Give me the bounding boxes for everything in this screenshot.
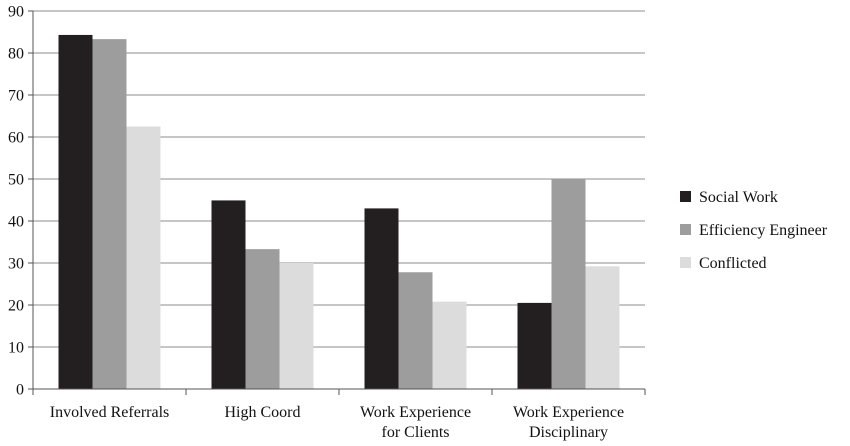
- x-category-label-line: Work Experience: [360, 404, 471, 421]
- x-category-label: Involved Referrals: [50, 404, 170, 421]
- x-category-label-line: for Clients: [382, 424, 450, 441]
- y-tick-label: 0: [16, 382, 24, 399]
- x-category-label-line: High Coord: [225, 404, 301, 421]
- y-tick-label: 50: [8, 172, 24, 189]
- axes: [32, 11, 646, 395]
- bar-efficiency-engineer: [551, 179, 586, 389]
- legend-label: Conflicted: [699, 255, 767, 272]
- y-tick-label: 20: [8, 298, 24, 315]
- legend-swatch: [680, 224, 691, 235]
- legend-label: Efficiency Engineer: [699, 222, 828, 239]
- y-tick-label: 40: [8, 214, 24, 231]
- x-category-label-line: Involved Referrals: [50, 404, 170, 421]
- bar-efficiency-engineer: [245, 249, 280, 389]
- y-tick-label: 80: [8, 46, 24, 63]
- y-tick-label: 90: [8, 4, 24, 21]
- bar-efficiency-engineer: [92, 39, 127, 389]
- x-category-label: Work Experience Disciplinary: [513, 404, 624, 441]
- y-tick-label: 70: [8, 88, 24, 105]
- bars: [58, 34, 620, 389]
- legend-swatch: [680, 191, 691, 202]
- bar-social-work: [364, 208, 399, 389]
- x-axis-labels: Involved Referrals High Coord Work Experie…: [50, 404, 624, 441]
- legend: Social Work Efficiency Engineer Conflicted: [680, 189, 828, 272]
- legend-label: Social Work: [699, 189, 778, 206]
- bar-conflicted: [279, 263, 314, 389]
- bar-social-work: [517, 302, 552, 389]
- bar-conflicted: [585, 266, 620, 389]
- x-category-label-line: Disciplinary: [529, 424, 608, 441]
- bar-conflicted: [432, 301, 467, 389]
- y-tick-label: 10: [8, 340, 24, 357]
- legend-swatch: [680, 257, 691, 268]
- bar-conflicted: [126, 126, 161, 389]
- y-axis-ticks: 0 10 20 30 40 50 60 70 80 90: [8, 4, 33, 399]
- x-category-label: Work Experience for Clients: [360, 404, 471, 441]
- x-category-label: High Coord: [225, 404, 301, 421]
- bar-efficiency-engineer: [398, 272, 433, 389]
- bar-social-work: [211, 200, 246, 389]
- y-tick-label: 60: [8, 130, 24, 147]
- bar-social-work: [58, 34, 93, 389]
- x-category-label-line: Work Experience: [513, 404, 624, 421]
- y-tick-label: 30: [8, 256, 24, 273]
